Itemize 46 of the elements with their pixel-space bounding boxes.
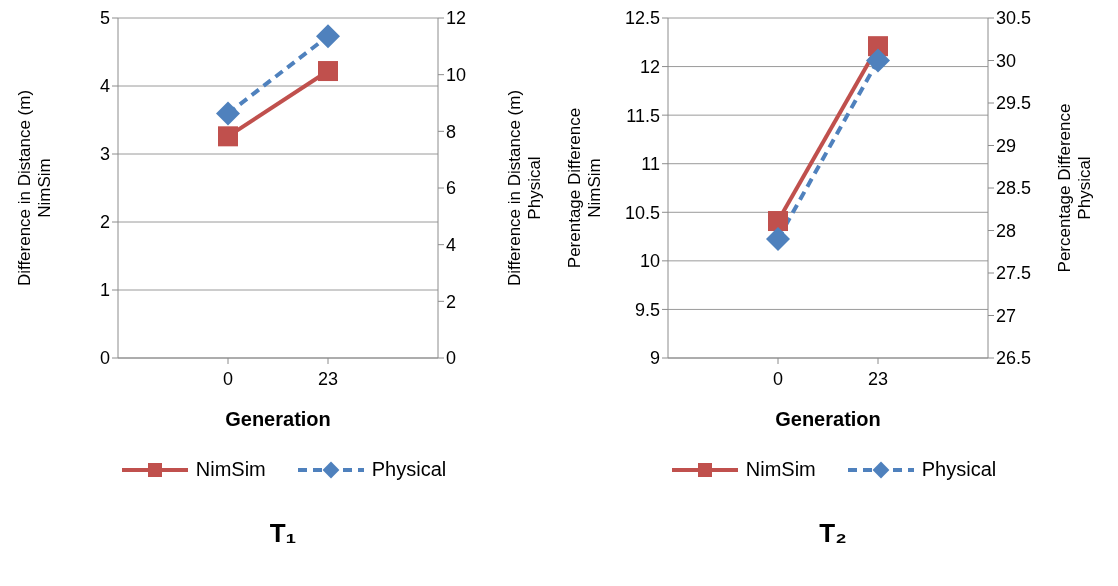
legend-label: Physical (371, 458, 447, 481)
x-tick-label: 0 (222, 368, 234, 389)
y-tick-label: 3 (99, 144, 110, 165)
text: T₁ (269, 518, 297, 549)
y2-tick-label: 8 (446, 121, 457, 142)
y-axis-title: Perentage Difference NimSim (565, 107, 604, 269)
y2-tick-label: 27.5 (996, 263, 1032, 284)
legend-label: Physical (921, 458, 997, 481)
y-tick-label: 5 (99, 8, 110, 29)
y2-tick-label: 0 (446, 348, 457, 369)
y-tick-label: 10.5 (624, 202, 660, 223)
y2-tick-label: 2 (446, 291, 457, 312)
x-axis-title: Generation (225, 408, 331, 430)
x-tick-label: 23 (867, 368, 889, 389)
y2-tick-label: 30.5 (996, 8, 1032, 29)
text: T₂ (819, 518, 847, 549)
legend-label: NimSim (745, 458, 816, 481)
y2-tick-label: 29.5 (996, 93, 1032, 114)
y-tick-label: 11.5 (626, 105, 660, 126)
y2-tick-label: 30 (996, 50, 1017, 71)
y2-tick-label: 29 (996, 135, 1017, 156)
y2-tick-label: 6 (446, 178, 457, 199)
y-tick-label: 12.5 (624, 8, 660, 29)
y-tick-label: 9.5 (634, 299, 660, 320)
y-axis-title: Difference in Distance (m) NimSim (15, 89, 54, 287)
x-tick-label: 23 (317, 368, 339, 389)
y2-tick-label: 27 (996, 305, 1017, 326)
y-tick-label: 4 (99, 76, 110, 97)
y2-axis-title: Percentage Difference Physical (1055, 103, 1094, 273)
y-tick-label: 11 (641, 154, 660, 175)
x-axis-title: Generation (775, 408, 881, 430)
y2-tick-label: 28 (996, 220, 1017, 241)
y2-tick-label: 26.5 (996, 348, 1032, 369)
y2-tick-label: 12 (446, 8, 467, 29)
y2-axis-title: Difference in Distance (m) Physical (505, 89, 544, 287)
y-tick-label: 1 (99, 280, 110, 301)
y2-tick-label: 4 (446, 235, 457, 256)
y-tick-label: 12 (639, 56, 660, 77)
y-tick-label: 2 (99, 212, 110, 233)
y2-tick-label: 28.5 (996, 178, 1032, 199)
x-tick-label: 0 (772, 368, 784, 389)
y-tick-label: 9 (649, 348, 660, 369)
y2-tick-label: 10 (446, 65, 467, 86)
legend-label: NimSim (195, 458, 266, 481)
y-tick-label: 10 (639, 251, 660, 272)
y-tick-label: 0 (99, 348, 110, 369)
